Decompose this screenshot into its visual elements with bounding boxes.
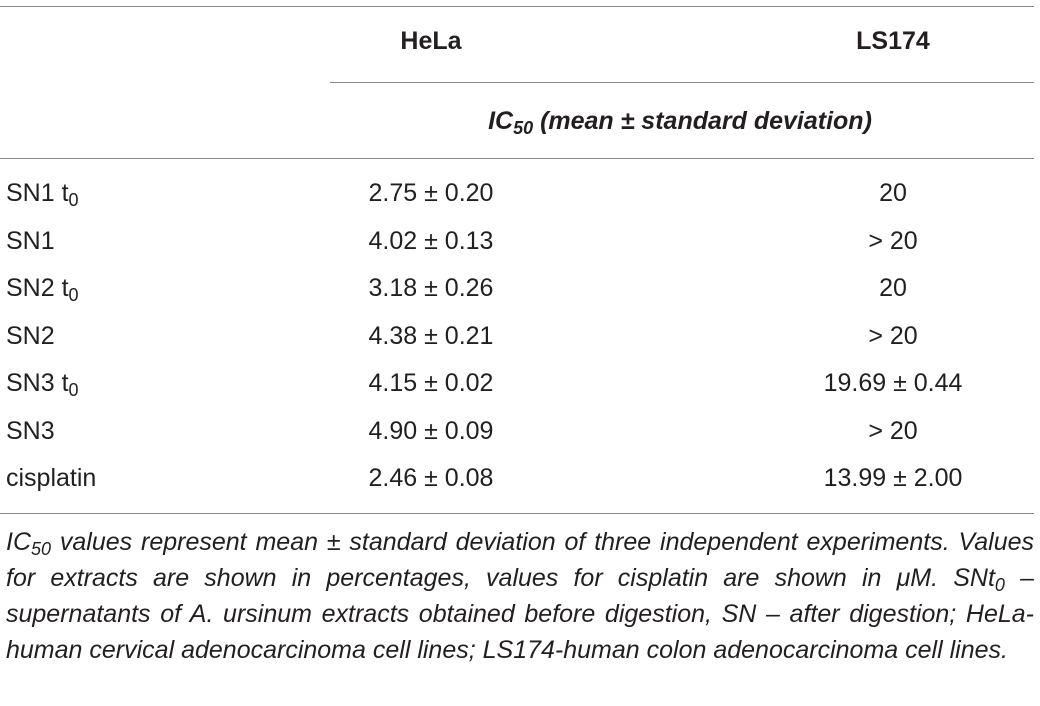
footnote-text-2: – supernatants of A. ursinum extracts ob… xyxy=(6,564,1034,664)
ic50-subheader: IC50 (mean ± standard deviation) xyxy=(488,106,872,139)
header-bottom-rule xyxy=(0,158,1034,159)
cell-hela: 4.15 ± 0.02 xyxy=(368,369,494,397)
cell-ls174: > 20 xyxy=(868,417,918,445)
row-label-text: SN1 t xyxy=(6,179,69,207)
cell-hela: 3.18 ± 0.26 xyxy=(368,274,494,302)
cell-ls174: > 20 xyxy=(868,227,918,255)
row-label: SN2 t0 xyxy=(6,273,79,306)
row-label-sub: 0 xyxy=(68,380,79,401)
column-header-hela: HeLa xyxy=(400,27,462,55)
cell-ls174: > 20 xyxy=(868,322,918,350)
cell-ls174: 20 xyxy=(879,179,907,207)
footnote-text-1: values represent mean ± standard deviati… xyxy=(6,528,1034,592)
column-header-ls174: LS174 xyxy=(856,27,930,55)
row-label-text: SN3 t xyxy=(6,369,69,397)
table-bottom-rule xyxy=(0,513,1034,514)
row-label-text: SN2 t xyxy=(6,274,69,302)
row-label-sub: 0 xyxy=(68,190,79,211)
cell-hela: 4.02 ± 0.13 xyxy=(368,227,494,255)
row-label-text: SN1 xyxy=(6,227,55,255)
footnote-ic: IC xyxy=(6,528,31,556)
footnote-snt-sub: 0 xyxy=(994,575,1005,596)
cell-hela: 2.75 ± 0.20 xyxy=(368,179,494,207)
row-label: cisplatin xyxy=(6,463,96,493)
row-label-text: cisplatin xyxy=(6,464,97,492)
footnote-ic-sub: 50 xyxy=(31,539,52,560)
row-label: SN3 xyxy=(6,416,55,446)
ic50-prefix: IC xyxy=(488,107,514,135)
cell-hela: 4.38 ± 0.21 xyxy=(368,322,494,350)
cell-ls174: 20 xyxy=(879,274,907,302)
top-rule xyxy=(0,6,1034,7)
row-label-text: SN3 xyxy=(6,417,55,445)
row-label-text: SN2 xyxy=(6,322,55,350)
cell-hela: 4.90 ± 0.09 xyxy=(368,417,494,445)
row-label: SN2 xyxy=(6,321,55,351)
ic50-suffix: (mean ± standard deviation) xyxy=(533,107,872,135)
row-label: SN1 t0 xyxy=(6,178,79,211)
column-group-rule xyxy=(330,82,1034,83)
cell-ls174: 13.99 ± 2.00 xyxy=(823,464,963,492)
row-label: SN3 t0 xyxy=(6,368,79,401)
cell-hela: 2.46 ± 0.08 xyxy=(368,464,494,492)
row-label-sub: 0 xyxy=(68,285,79,306)
cell-ls174: 19.69 ± 0.44 xyxy=(823,369,963,397)
table-footnote: IC50 values represent mean ± standard de… xyxy=(6,524,1034,668)
row-label: SN1 xyxy=(6,226,55,256)
ic50-sub: 50 xyxy=(513,118,534,139)
